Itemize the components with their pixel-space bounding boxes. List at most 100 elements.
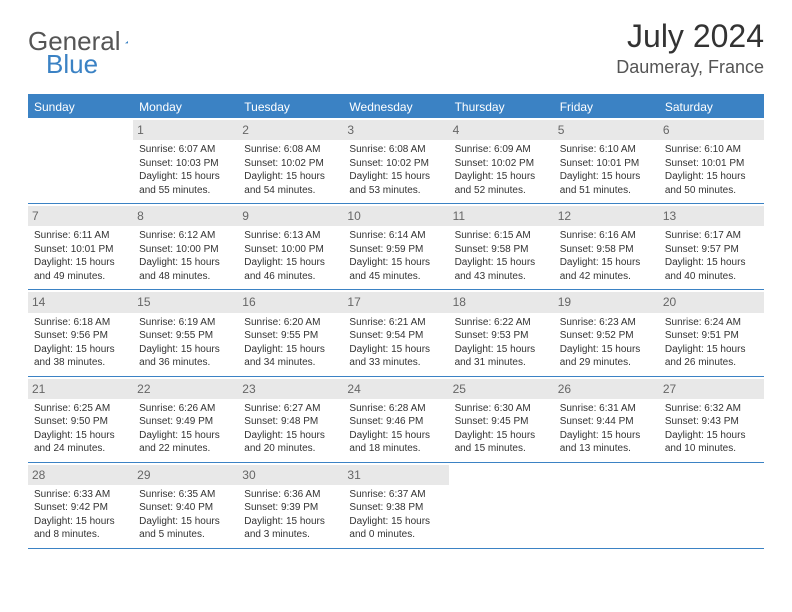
sunset-text: Sunset: 9:52 PM: [560, 329, 653, 343]
day-info: Sunrise: 6:11 AMSunset: 10:01 PMDaylight…: [32, 229, 129, 283]
logo-word2: Blue: [46, 49, 98, 79]
dow-cell: Wednesday: [343, 96, 448, 118]
daylight-text: Daylight: 15 hours and 33 minutes.: [349, 343, 442, 370]
daylight-text: Daylight: 15 hours and 34 minutes.: [244, 343, 337, 370]
day-info: Sunrise: 6:17 AMSunset: 9:57 PMDaylight:…: [663, 229, 760, 283]
day-info: Sunrise: 6:28 AMSunset: 9:46 PMDaylight:…: [347, 402, 444, 456]
day-info: Sunrise: 6:33 AMSunset: 9:42 PMDaylight:…: [32, 488, 129, 542]
sunrise-text: Sunrise: 6:30 AM: [455, 402, 548, 416]
sunrise-text: Sunrise: 6:17 AM: [665, 229, 758, 243]
day-cell: [449, 463, 554, 548]
day-info: Sunrise: 6:23 AMSunset: 9:52 PMDaylight:…: [558, 316, 655, 370]
day-info: Sunrise: 6:08 AMSunset: 10:02 PMDaylight…: [347, 143, 444, 197]
day-cell: 17Sunrise: 6:21 AMSunset: 9:54 PMDayligh…: [343, 290, 448, 375]
sunrise-text: Sunrise: 6:11 AM: [34, 229, 127, 243]
day-info: Sunrise: 6:22 AMSunset: 9:53 PMDaylight:…: [453, 316, 550, 370]
sunrise-text: Sunrise: 6:37 AM: [349, 488, 442, 502]
day-info: Sunrise: 6:26 AMSunset: 9:49 PMDaylight:…: [137, 402, 234, 456]
daylight-text: Daylight: 15 hours and 8 minutes.: [34, 515, 127, 542]
day-number: 27: [659, 379, 764, 399]
dow-cell: Thursday: [449, 96, 554, 118]
sunset-text: Sunset: 9:53 PM: [455, 329, 548, 343]
day-cell: 3Sunrise: 6:08 AMSunset: 10:02 PMDayligh…: [343, 118, 448, 203]
sunset-text: Sunset: 10:00 PM: [139, 243, 232, 257]
sunset-text: Sunset: 9:44 PM: [560, 415, 653, 429]
week-row: 7Sunrise: 6:11 AMSunset: 10:01 PMDayligh…: [28, 204, 764, 290]
day-cell: 9Sunrise: 6:13 AMSunset: 10:00 PMDayligh…: [238, 204, 343, 289]
day-cell: 30 Sunrise: 6:36 AMSunset: 9:39 PMDayligh…: [238, 463, 343, 548]
daylight-text: Daylight: 15 hours and 20 minutes.: [244, 429, 337, 456]
day-number: 28: [28, 465, 133, 485]
day-cell: 26 Sunrise: 6:31 AMSunset: 9:44 PMDayligh…: [554, 377, 659, 462]
day-number: 5: [554, 120, 659, 140]
day-cell: 18Sunrise: 6:22 AMSunset: 9:53 PMDayligh…: [449, 290, 554, 375]
day-cell: 10Sunrise: 6:14 AMSunset: 9:59 PMDayligh…: [343, 204, 448, 289]
day-of-week-header: SundayMondayTuesdayWednesdayThursdayFrid…: [28, 96, 764, 118]
week-row: 21 Sunrise: 6:25 AMSunset: 9:50 PMDayligh…: [28, 377, 764, 463]
day-cell: 29Sunrise: 6:35 AMSunset: 9:40 PMDayligh…: [133, 463, 238, 548]
day-number: 6: [659, 120, 764, 140]
sunrise-text: Sunrise: 6:10 AM: [665, 143, 758, 157]
week-row: 28 Sunrise: 6:33 AMSunset: 9:42 PMDayligh…: [28, 463, 764, 549]
sunrise-text: Sunrise: 6:22 AM: [455, 316, 548, 330]
sunset-text: Sunset: 9:45 PM: [455, 415, 548, 429]
day-number: 26: [554, 379, 659, 399]
day-number: 13: [659, 206, 764, 226]
sunset-text: Sunset: 10:02 PM: [455, 157, 548, 171]
day-number: 24: [343, 379, 448, 399]
dow-cell: Monday: [133, 96, 238, 118]
day-number: 25: [449, 379, 554, 399]
day-info: Sunrise: 6:36 AMSunset: 9:39 PMDaylight:…: [242, 488, 339, 542]
daylight-text: Daylight: 15 hours and 22 minutes.: [139, 429, 232, 456]
day-info: Sunrise: 6:08 AMSunset: 10:02 PMDaylight…: [242, 143, 339, 197]
sunset-text: Sunset: 9:42 PM: [34, 501, 127, 515]
day-cell: 13 Sunrise: 6:17 AMSunset: 9:57 PMDayligh…: [659, 204, 764, 289]
sunset-text: Sunset: 9:56 PM: [34, 329, 127, 343]
day-cell: 28 Sunrise: 6:33 AMSunset: 9:42 PMDayligh…: [28, 463, 133, 548]
day-cell: 23Sunrise: 6:27 AMSunset: 9:48 PMDayligh…: [238, 377, 343, 462]
daylight-text: Daylight: 15 hours and 24 minutes.: [34, 429, 127, 456]
day-number: 23: [238, 379, 343, 399]
day-info: Sunrise: 6:31 AMSunset: 9:44 PMDaylight:…: [558, 402, 655, 456]
daylight-text: Daylight: 15 hours and 36 minutes.: [139, 343, 232, 370]
daylight-text: Daylight: 15 hours and 50 minutes.: [665, 170, 758, 197]
sunset-text: Sunset: 9:58 PM: [560, 243, 653, 257]
daylight-text: Daylight: 15 hours and 45 minutes.: [349, 256, 442, 283]
daylight-text: Daylight: 15 hours and 55 minutes.: [139, 170, 232, 197]
sunset-text: Sunset: 9:43 PM: [665, 415, 758, 429]
day-cell: 2Sunrise: 6:08 AMSunset: 10:02 PMDayligh…: [238, 118, 343, 203]
day-info: Sunrise: 6:13 AMSunset: 10:00 PMDaylight…: [242, 229, 339, 283]
dow-cell: Tuesday: [238, 96, 343, 118]
sunrise-text: Sunrise: 6:32 AM: [665, 402, 758, 416]
sunrise-text: Sunrise: 6:14 AM: [349, 229, 442, 243]
day-info: Sunrise: 6:20 AMSunset: 9:55 PMDaylight:…: [242, 316, 339, 370]
day-number: 30: [238, 465, 343, 485]
day-number: 14: [28, 292, 133, 312]
daylight-text: Daylight: 15 hours and 26 minutes.: [665, 343, 758, 370]
location-label: Daumeray, France: [616, 57, 764, 78]
day-info: Sunrise: 6:09 AMSunset: 10:02 PMDaylight…: [453, 143, 550, 197]
day-cell: 24 Sunrise: 6:28 AMSunset: 9:46 PMDayligh…: [343, 377, 448, 462]
day-number: 21: [28, 379, 133, 399]
day-cell: 25Sunrise: 6:30 AMSunset: 9:45 PMDayligh…: [449, 377, 554, 462]
daylight-text: Daylight: 15 hours and 53 minutes.: [349, 170, 442, 197]
sunrise-text: Sunrise: 6:07 AM: [139, 143, 232, 157]
daylight-text: Daylight: 15 hours and 40 minutes.: [665, 256, 758, 283]
daylight-text: Daylight: 15 hours and 38 minutes.: [34, 343, 127, 370]
sunrise-text: Sunrise: 6:09 AM: [455, 143, 548, 157]
sunset-text: Sunset: 10:03 PM: [139, 157, 232, 171]
day-number: 20: [659, 292, 764, 312]
day-info: Sunrise: 6:25 AMSunset: 9:50 PMDaylight:…: [32, 402, 129, 456]
day-cell: 7Sunrise: 6:11 AMSunset: 10:01 PMDayligh…: [28, 204, 133, 289]
day-number: 8: [133, 206, 238, 226]
day-info: Sunrise: 6:10 AMSunset: 10:01 PMDaylight…: [558, 143, 655, 197]
day-info: Sunrise: 6:10 AMSunset: 10:01 PMDaylight…: [663, 143, 760, 197]
daylight-text: Daylight: 15 hours and 3 minutes.: [244, 515, 337, 542]
sunset-text: Sunset: 9:59 PM: [349, 243, 442, 257]
sunset-text: Sunset: 9:51 PM: [665, 329, 758, 343]
dow-cell: Friday: [554, 96, 659, 118]
day-number: 4: [449, 120, 554, 140]
sunrise-text: Sunrise: 6:35 AM: [139, 488, 232, 502]
sunset-text: Sunset: 9:58 PM: [455, 243, 548, 257]
day-info: Sunrise: 6:18 AMSunset: 9:56 PMDaylight:…: [32, 316, 129, 370]
